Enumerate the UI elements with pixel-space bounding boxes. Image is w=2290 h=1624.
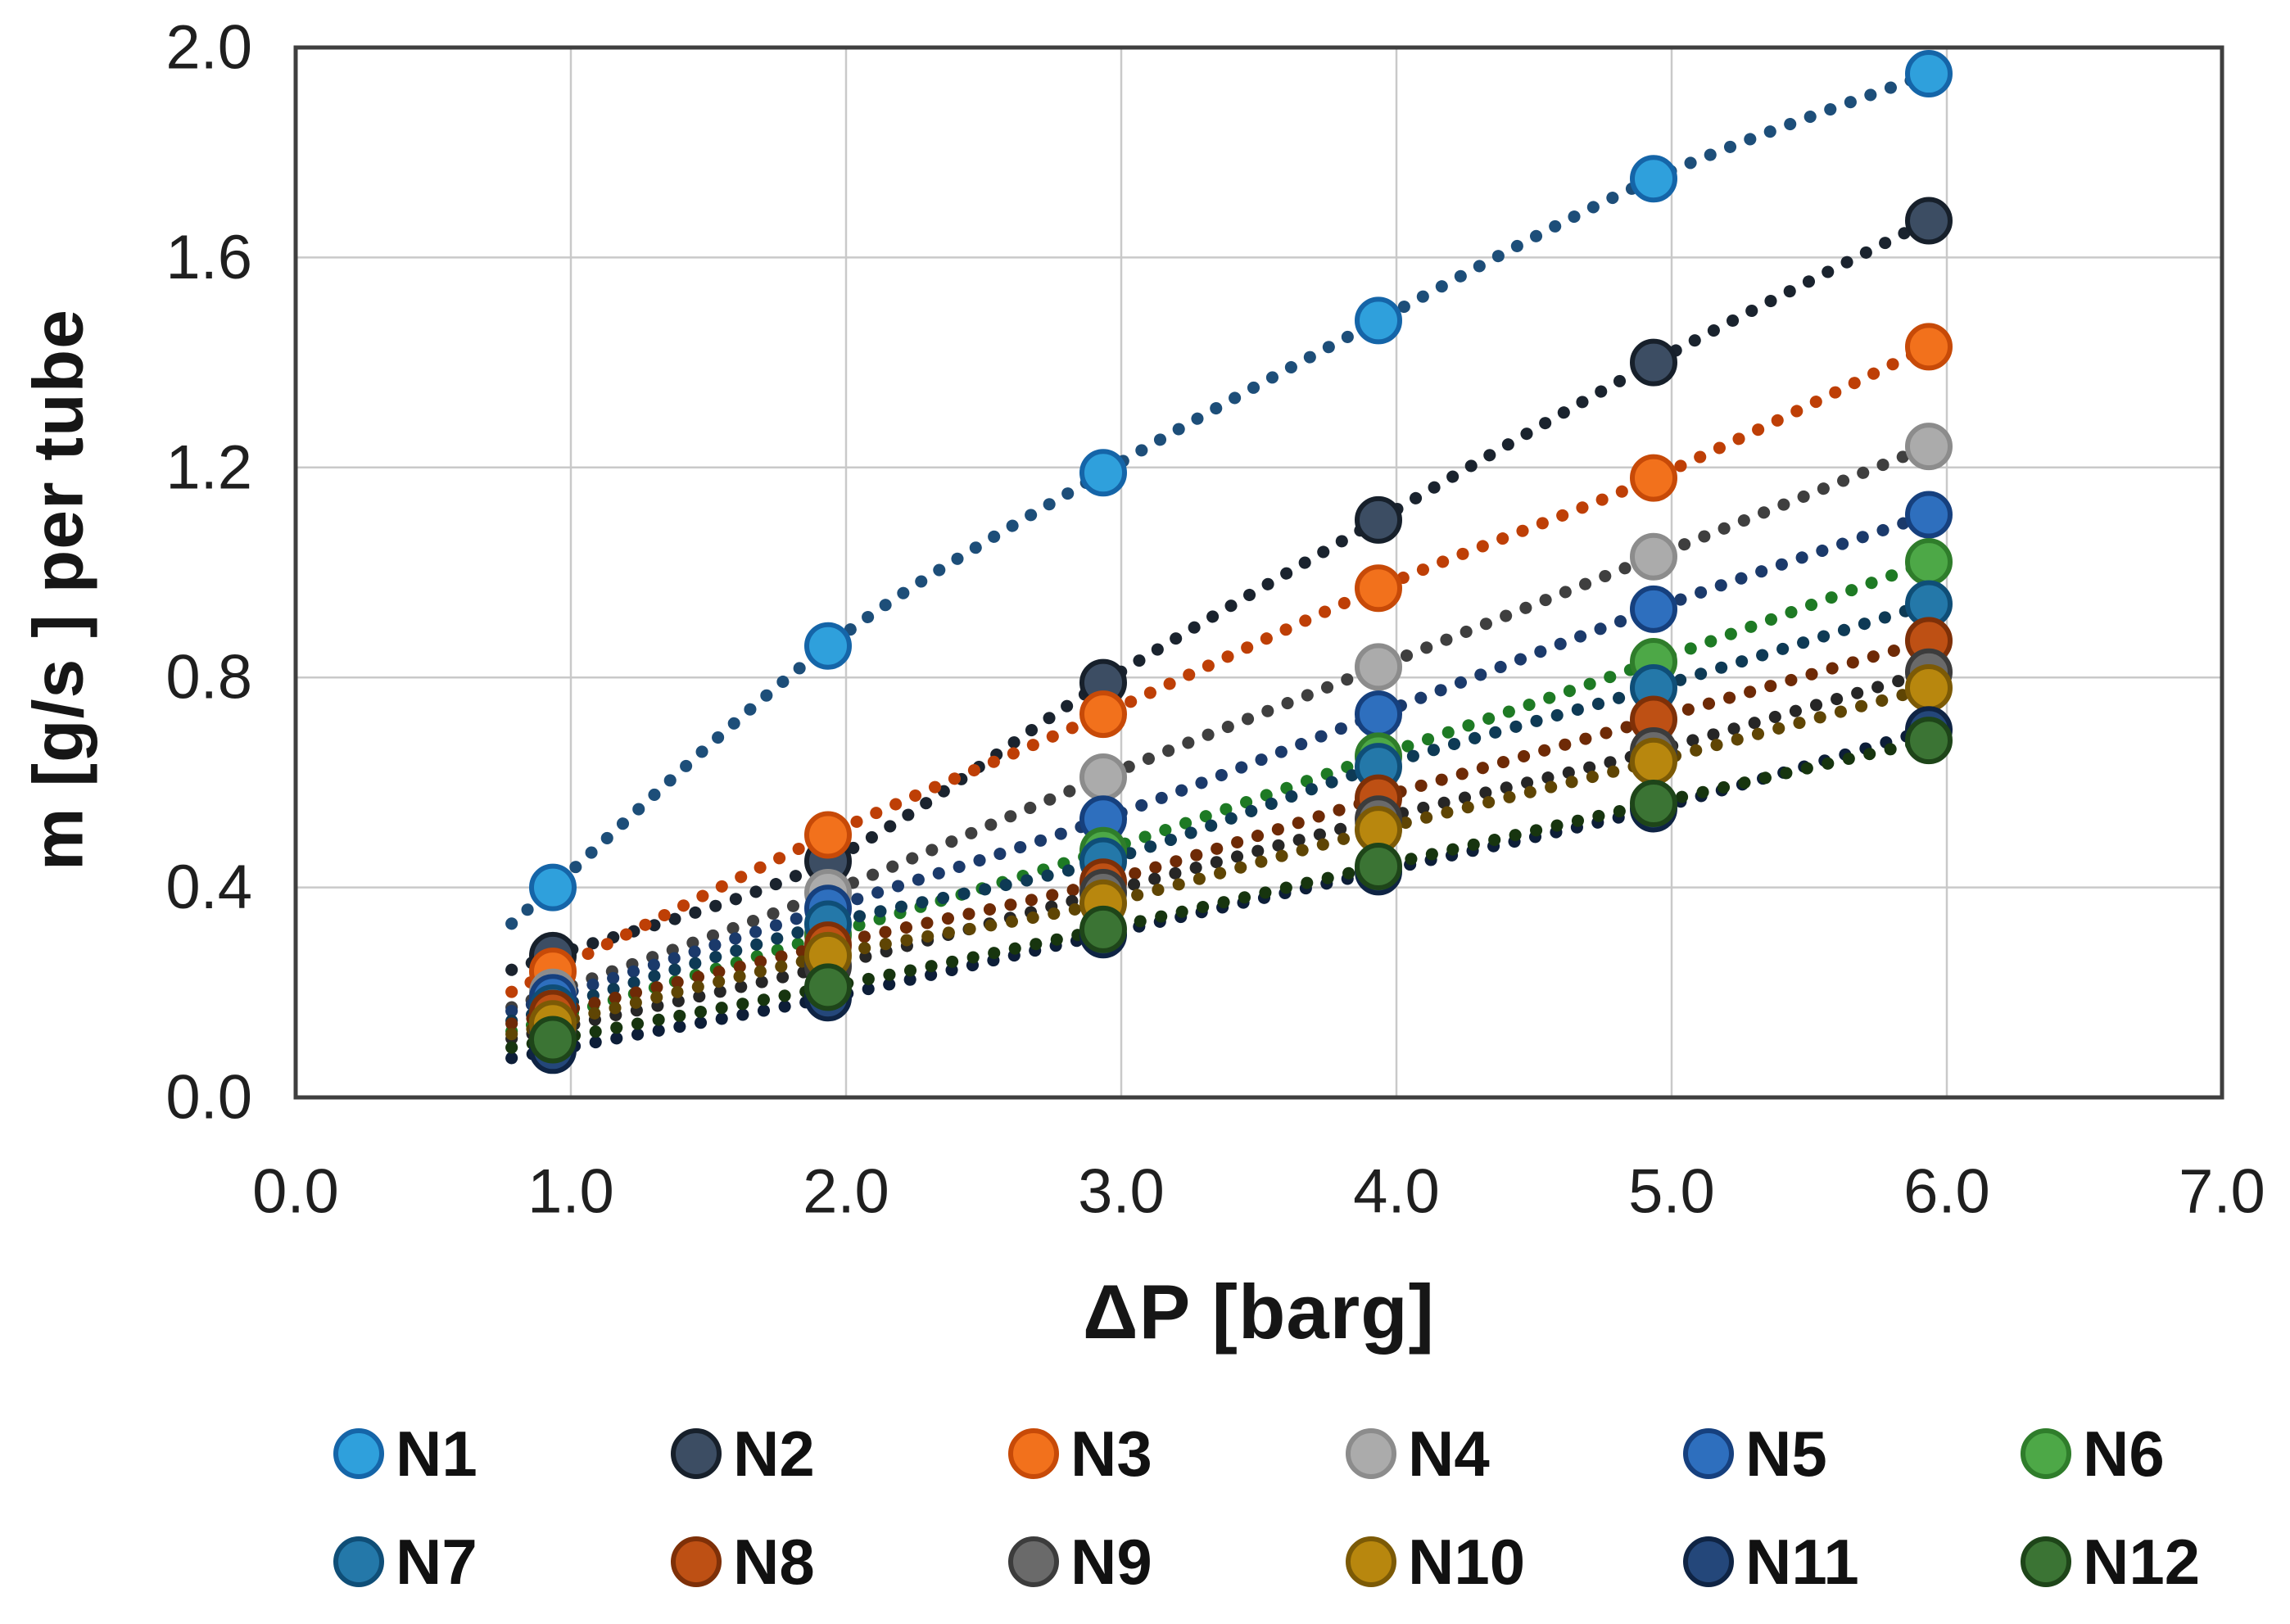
y-tick-label: 0.8 [165,643,252,712]
data-point-N12-x1 [529,1016,577,1064]
data-point-N12-x4 [1355,842,1402,890]
legend-label-N11: N11 [1745,1526,1859,1598]
y-tick-label: 2.0 [165,13,252,83]
legend-marker-N2 [671,1428,722,1479]
data-point-N5-x5 [1630,585,1677,633]
legend-label-N12: N12 [2083,1526,2200,1598]
x-tick-label: 0.0 [252,1157,339,1227]
data-point-N1-x4 [1355,296,1402,345]
legend-marker-N4 [1346,1428,1396,1479]
legend-marker-N7 [333,1536,384,1587]
legend-label-N9: N9 [1070,1526,1152,1598]
data-point-N2-x5 [1630,338,1677,387]
legend-marker-N5 [1683,1428,1734,1479]
trendline-N6 [505,555,1935,1038]
data-point-N6-x6 [1905,538,1953,586]
legend-label-N4: N4 [1408,1418,1490,1490]
legend-label-N3: N3 [1070,1418,1152,1490]
trendline-N7 [505,597,1935,1027]
data-point-N4-x3 [1079,753,1127,801]
legend-label-N5: N5 [1745,1418,1827,1490]
data-point-N5-x4 [1355,690,1402,739]
data-point-N12-x2 [804,963,852,1011]
y-tick-label: 0.0 [165,1063,252,1133]
legend-marker-N10 [1346,1536,1396,1587]
y-tick-label: 1.6 [165,223,252,292]
data-point-N3-x5 [1630,454,1677,502]
trendline-N5 [505,508,1935,1018]
data-point-N2-x6 [1905,197,1953,245]
legend-label-N7: N7 [396,1526,477,1598]
x-tick-label: 2.0 [803,1157,889,1227]
legend-marker-N12 [2021,1536,2071,1587]
data-point-N3-x6 [1905,323,1953,371]
x-tick-label: 7.0 [2179,1157,2265,1227]
x-tick-label: 6.0 [1903,1157,1990,1227]
y-tick-label: 0.4 [165,853,252,922]
trendline-N4 [505,440,1935,1014]
legend-marker-N6 [2021,1428,2071,1479]
legend-label-N6: N6 [2083,1418,2165,1490]
data-point-N1-x1 [529,863,577,912]
x-tick-label: 4.0 [1353,1157,1440,1227]
trendline-N9 [505,666,1935,1045]
x-tick-label: 5.0 [1628,1157,1715,1227]
x-tick-label: 1.0 [527,1157,614,1227]
data-point-N1-x2 [804,622,852,670]
x-axis-title: ΔP [barg] [1083,1269,1435,1355]
legend-label-N8: N8 [733,1526,815,1598]
legend-label-N1: N1 [396,1418,477,1490]
data-point-N4-x5 [1630,532,1677,581]
trendline-N1 [505,67,1935,930]
data-point-N2-x4 [1355,495,1402,544]
data-point-N1-x3 [1079,449,1127,497]
trendline-N8 [505,634,1935,1030]
trendline-N12 [505,734,1935,1054]
data-point-N4-x4 [1355,643,1402,691]
data-point-N12-x3 [1079,905,1127,953]
legend-marker-N9 [1008,1536,1059,1587]
data-point-N12-x6 [1905,717,1953,765]
data-point-N3-x2 [804,811,852,859]
data-point-N3-x3 [1079,690,1127,739]
legend-label-N2: N2 [733,1418,815,1490]
data-point-N3-x4 [1355,564,1402,613]
legend-marker-N11 [1683,1536,1734,1587]
legend-marker-N3 [1008,1428,1059,1479]
y-axis-title: m [g/s ] per tube [19,309,98,871]
data-point-N10-x6 [1905,664,1953,712]
legend-marker-N8 [671,1536,722,1587]
data-point-N1-x5 [1630,155,1677,203]
legend-marker-N1 [333,1428,384,1479]
data-point-N1-x6 [1905,50,1953,98]
plot-border [293,45,2224,1100]
x-tick-label: 3.0 [1078,1157,1165,1227]
trendline-N10 [505,681,1935,1041]
data-point-N5-x6 [1905,491,1953,539]
y-tick-label: 1.2 [165,432,252,502]
data-point-N10-x5 [1630,737,1677,785]
legend-label-N10: N10 [1408,1526,1525,1598]
data-point-N12-x5 [1630,780,1677,828]
data-point-N4-x6 [1905,423,1953,471]
